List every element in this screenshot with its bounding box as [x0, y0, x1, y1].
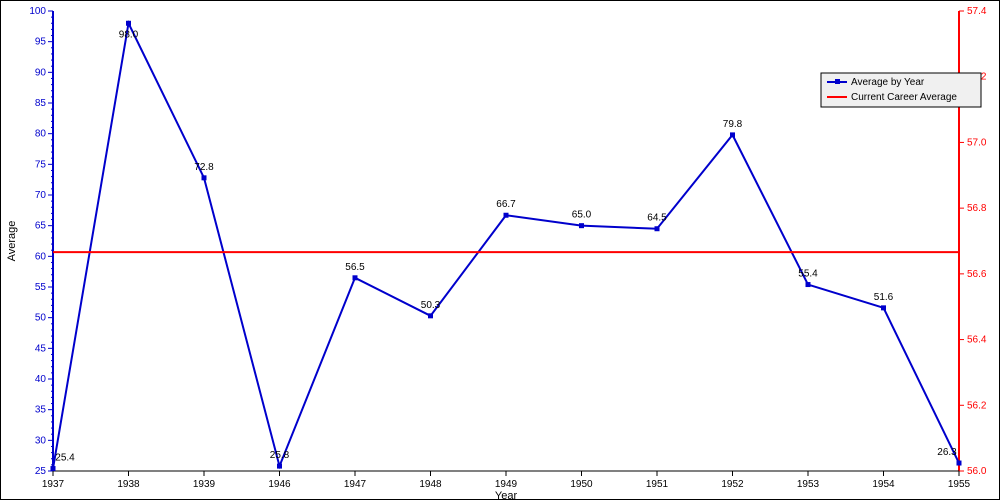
data-label: 25.8 — [270, 450, 290, 461]
data-label: 50.3 — [421, 300, 441, 311]
data-label: 56.5 — [345, 262, 365, 273]
y-left-tick-label: 65 — [35, 221, 47, 232]
y-left-tick-label: 50 — [35, 313, 47, 324]
y-left-tick-label: 35 — [35, 405, 47, 416]
x-tick-label: 1937 — [42, 479, 65, 490]
y-right-tick-label: 56.0 — [967, 466, 987, 477]
y-left-tick-label: 95 — [35, 37, 47, 48]
data-label: 79.8 — [723, 119, 743, 130]
y-left-tick-label: 100 — [29, 6, 46, 17]
y-left-tick-label: 45 — [35, 343, 47, 354]
x-tick-label: 1947 — [344, 479, 367, 490]
data-label: 26.3 — [937, 447, 957, 458]
data-label: 66.7 — [496, 199, 516, 210]
data-marker — [881, 305, 886, 310]
x-tick-label: 1951 — [646, 479, 669, 490]
data-marker — [504, 213, 509, 218]
y-right-tick-label: 56.4 — [967, 335, 987, 346]
y-right-tick-label: 56.6 — [967, 269, 987, 280]
x-tick-label: 1949 — [495, 479, 518, 490]
y-left-tick-label: 75 — [35, 159, 47, 170]
x-tick-label: 1953 — [797, 479, 820, 490]
y-left-tick-label: 60 — [35, 251, 47, 262]
data-marker — [730, 132, 735, 137]
data-marker — [126, 21, 131, 26]
data-marker — [202, 175, 207, 180]
y-left-tick-label: 70 — [35, 190, 47, 201]
line-chart: 25 30 35 40 45 50 55 60 65 70 75 80 85 90 95 100 56.0 56.… — [0, 0, 1000, 500]
data-label: 55.4 — [798, 269, 818, 280]
data-marker — [51, 466, 56, 471]
y-right-tick-label: 56.8 — [967, 203, 987, 214]
data-marker — [957, 461, 962, 466]
data-label: 25.4 — [55, 453, 75, 464]
data-label: 65.0 — [572, 210, 592, 221]
legend-item-label: Average by Year — [851, 77, 925, 88]
x-tick-label: 1938 — [117, 479, 140, 490]
data-label: 72.8 — [194, 162, 214, 173]
chart-svg: 25 30 35 40 45 50 55 60 65 70 75 80 85 90 95 100 56.0 56.… — [1, 1, 999, 499]
y-right-tick-label: 57.4 — [967, 6, 987, 17]
x-tick-label: 1950 — [570, 479, 593, 490]
y-left-tick-label: 80 — [35, 129, 47, 140]
x-tick-label: 1946 — [268, 479, 291, 490]
data-label: 64.5 — [647, 213, 667, 224]
y-left-tick-label: 40 — [35, 374, 47, 385]
data-marker — [579, 223, 584, 228]
data-label: 98.0 — [119, 29, 139, 40]
x-tick-label: 1954 — [872, 479, 895, 490]
y-left-tick-label: 55 — [35, 282, 47, 293]
x-tick-label: 1948 — [419, 479, 442, 490]
y-right-tick-label: 56.2 — [967, 400, 987, 411]
data-marker — [353, 275, 358, 280]
data-label: 51.6 — [874, 292, 894, 303]
x-tick-label: 1955 — [948, 479, 971, 490]
y-left-tick-label: 30 — [35, 435, 47, 446]
x-tick-label: 1939 — [193, 479, 216, 490]
y-left-tick-label: 90 — [35, 67, 47, 78]
x-tick-label: 1952 — [721, 479, 744, 490]
data-marker — [277, 464, 282, 469]
x-axis-label: Year — [495, 490, 518, 499]
legend-swatch-marker — [835, 79, 840, 84]
y-right-tick-label: 57.0 — [967, 137, 987, 148]
legend-item-label: Current Career Average — [851, 92, 957, 103]
data-marker — [655, 226, 660, 231]
y-left-tick-label: 25 — [35, 466, 47, 477]
data-marker — [428, 313, 433, 318]
y-left-tick-label: 85 — [35, 98, 47, 109]
y-axis-left-label: Average — [6, 221, 18, 262]
data-marker — [806, 282, 811, 287]
